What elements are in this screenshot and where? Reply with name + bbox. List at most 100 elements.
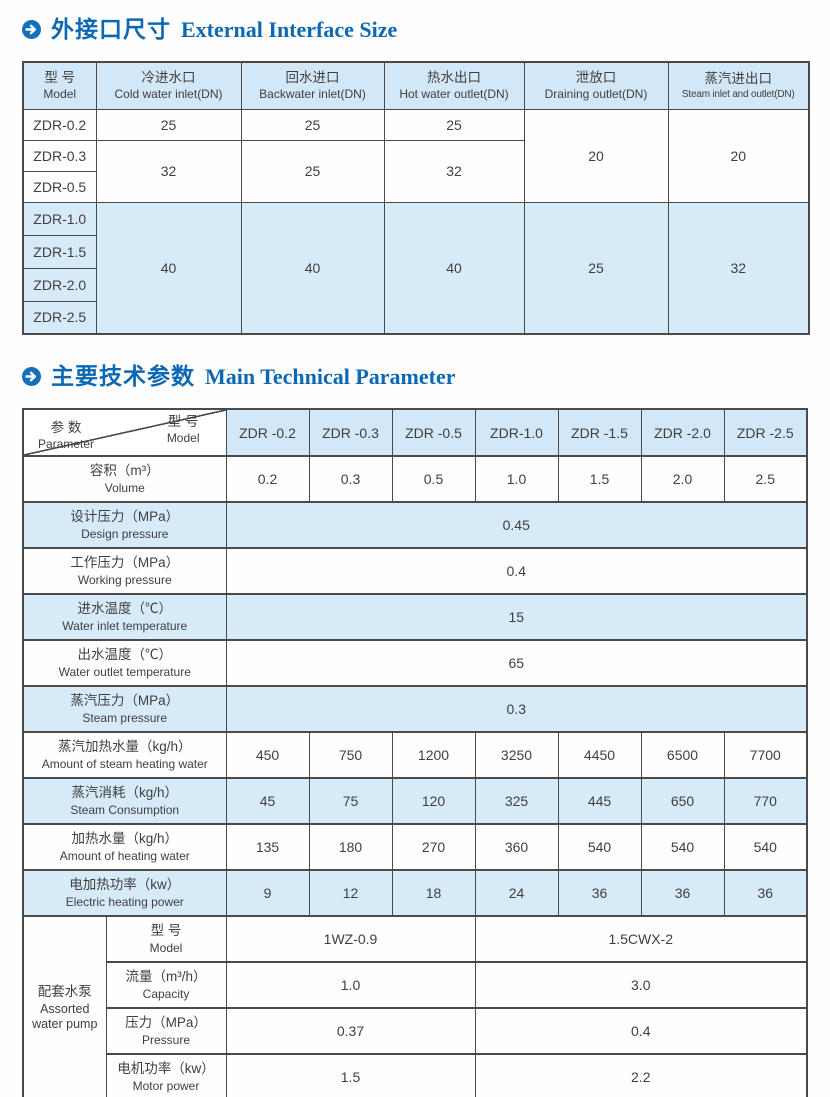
header-en: Hot water outlet(DN) xyxy=(399,87,509,102)
param-label: 出水温度（℃） Water outlet temperature xyxy=(22,639,227,688)
table1-header-row: 型 号 Model 冷进水口 Cold water inlet(DN) 回水进口… xyxy=(22,61,810,110)
value-cell-merged: 1.0 xyxy=(225,961,476,1010)
technical-parameter-table: 型 号 Model 参 数 Parameter ZDR -0.2 ZDR -0.… xyxy=(22,408,808,1097)
param-label: 设计压力（MPa） Design pressure xyxy=(22,501,227,550)
column-header-hot-water: 热水出口 Hot water outlet(DN) xyxy=(383,61,525,110)
pump-row-model: 配套水泵 Assorted water pump 型 号 Model 1WZ-0… xyxy=(22,915,808,1097)
value-cell-merged: 25 xyxy=(240,139,385,203)
value-cell: 650 xyxy=(640,777,725,826)
section1-title-zh: 外接口尺寸 xyxy=(51,16,171,42)
value-cell: 25 xyxy=(95,108,242,141)
param-row-steam-consumption: 蒸汽消耗（kg/h） Steam Consumption 45 75 120 3… xyxy=(22,777,808,826)
section2-title-zh: 主要技术参数 xyxy=(51,363,195,390)
model-cell: ZDR-0.5 xyxy=(22,170,97,203)
value-cell: 120 xyxy=(391,777,476,826)
value-cell: 360 xyxy=(474,823,559,872)
header-en: Draining outlet(DN) xyxy=(544,87,648,102)
param-label: 蒸汽消耗（kg/h） Steam Consumption xyxy=(22,777,227,826)
column-header-model: ZDR -2.0 xyxy=(640,408,725,458)
value-cell: 75 xyxy=(308,777,393,826)
section2-title: 主要技术参数 Main Technical Parameter xyxy=(22,361,808,392)
value-cell: 18 xyxy=(391,869,476,918)
header-en: Model xyxy=(43,87,77,102)
value-cell-merged: 1.5 xyxy=(225,1053,476,1097)
value-cell: 4450 xyxy=(557,731,642,780)
column-header-model: ZDR -0.5 xyxy=(391,408,476,458)
pump-row-motor-power: 电机功率（kw） Motor power 1.5 2.2 xyxy=(23,1053,808,1097)
value-cell-merged: 1WZ-0.9 xyxy=(225,915,476,964)
param-label: 蒸汽加热水量（kg/h） Amount of steam heating wat… xyxy=(22,731,227,780)
section-spacer xyxy=(22,335,808,357)
column-header-model: 型 号 Model xyxy=(22,61,97,110)
model-cell: ZDR-0.2 xyxy=(22,108,97,141)
corner-param-zh: 参 数 xyxy=(50,419,82,435)
value-cell-merged: 40 xyxy=(95,201,242,335)
value-cell: 750 xyxy=(308,731,393,780)
param-row-water-inlet-temperature: 进水温度（℃） Water inlet temperature 15 xyxy=(22,593,808,642)
value-cell-merged: 25 xyxy=(523,201,669,335)
pump-row-capacity: 流量（m³/h） Capacity 1.0 3.0 xyxy=(23,961,808,1010)
param-row-heating-water: 加热水量（kg/h） Amount of heating water 135 1… xyxy=(22,823,808,872)
value-cell-merged: 2.2 xyxy=(474,1053,808,1097)
column-header-model: ZDR-1.0 xyxy=(474,408,559,458)
value-cell-merged: 1.5CWX-2 xyxy=(474,915,808,964)
param-label: 进水温度（℃） Water inlet temperature xyxy=(22,593,227,642)
model-cell: ZDR-2.0 xyxy=(22,267,97,302)
value-cell-merged: 3.0 xyxy=(474,961,808,1010)
column-header-model: ZDR -1.5 xyxy=(557,408,642,458)
header-zh: 蒸汽进出口 xyxy=(704,71,773,87)
table2-header-row: 型 号 Model 参 数 Parameter ZDR -0.2 ZDR -0.… xyxy=(22,408,808,458)
header-en: Backwater inlet(DN) xyxy=(259,87,366,102)
value-cell-merged: 20 xyxy=(523,108,669,203)
column-header-backwater: 回水进口 Backwater inlet(DN) xyxy=(240,61,385,110)
external-interface-table: 型 号 Model 冷进水口 Cold water inlet(DN) 回水进口… xyxy=(22,61,810,336)
param-row-working-pressure: 工作压力（MPa） Working pressure 0.4 xyxy=(22,547,808,596)
value-cell-merged: 0.45 xyxy=(225,501,808,550)
value-cell: 25 xyxy=(383,108,525,141)
value-cell: 3250 xyxy=(474,731,559,780)
arrow-right-circle-icon xyxy=(22,20,41,40)
value-cell-merged: 0.4 xyxy=(225,547,808,596)
value-cell: 2.0 xyxy=(640,455,725,504)
param-row-steam-pressure: 蒸汽压力（MPa） Steam pressure 0.3 xyxy=(22,685,808,734)
section2-title-en: Main Technical Parameter xyxy=(205,363,456,389)
value-cell: 540 xyxy=(557,823,642,872)
pump-group-label: 配套水泵 Assorted water pump xyxy=(22,915,107,1097)
param-row-design-pressure: 设计压力（MPa） Design pressure 0.45 xyxy=(22,501,808,550)
value-cell: 36 xyxy=(640,869,725,918)
header-zh: 冷进水口 xyxy=(141,70,196,86)
value-cell: 325 xyxy=(474,777,559,826)
model-cell: ZDR-1.5 xyxy=(22,234,97,269)
pump-param-label: 型 号 Model xyxy=(105,915,227,964)
param-label: 容积（m³） Volume xyxy=(22,455,227,504)
table-row: ZDR-0.5 xyxy=(22,170,809,203)
column-header-draining: 泄放口 Draining outlet(DN) xyxy=(523,61,669,110)
param-label: 电加热功率（kw） Electric heating power xyxy=(22,869,227,918)
table-row-highlighted: ZDR-1.0 40 40 40 25 32 xyxy=(22,201,810,335)
value-cell: 540 xyxy=(640,823,725,872)
pump-param-label: 流量（m³/h） Capacity xyxy=(105,961,227,1010)
value-cell: 180 xyxy=(308,823,393,872)
value-cell: 1200 xyxy=(391,731,476,780)
value-cell: 135 xyxy=(225,823,310,872)
diagonal-divider xyxy=(24,410,226,456)
column-header-model: ZDR -2.5 xyxy=(723,408,808,458)
value-cell: 0.2 xyxy=(225,455,310,504)
value-cell-merged: 0.37 xyxy=(225,1007,476,1056)
model-cell: ZDR-2.5 xyxy=(22,300,97,335)
model-cell: ZDR-1.0 xyxy=(22,201,97,236)
column-header-model: ZDR -0.2 xyxy=(225,408,310,458)
value-cell-merged: 20 xyxy=(667,108,810,203)
value-cell-merged: 32 xyxy=(95,139,242,203)
value-cell-merged: 15 xyxy=(225,593,808,642)
param-label: 工作压力（MPa） Working pressure xyxy=(22,547,227,596)
arrow-right-circle-icon xyxy=(22,367,41,387)
table-row: ZDR-0.2 25 25 25 20 20 xyxy=(22,108,810,203)
table-row-highlighted: ZDR-2.0 xyxy=(22,267,809,302)
value-cell-merged: 0.4 xyxy=(474,1007,808,1056)
header-zh: 型 号 xyxy=(44,70,76,86)
section1-title-en: External Interface Size xyxy=(181,16,398,42)
param-row-water-outlet-temperature: 出水温度（℃） Water outlet temperature 65 xyxy=(22,639,808,688)
section1-title: 外接口尺寸 External Interface Size xyxy=(22,14,808,45)
value-cell: 450 xyxy=(225,731,310,780)
